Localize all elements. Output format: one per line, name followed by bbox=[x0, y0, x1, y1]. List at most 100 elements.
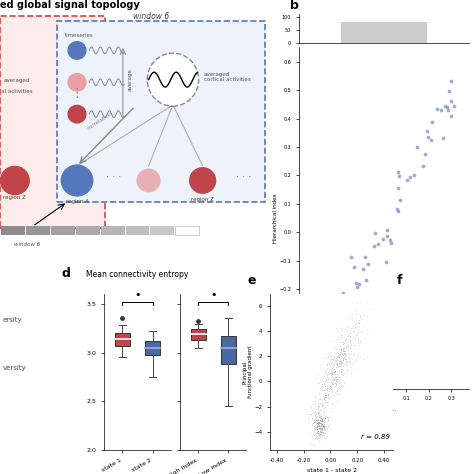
Point bbox=[320, 372, 328, 380]
Point bbox=[337, 347, 344, 355]
Point bbox=[316, 432, 324, 440]
Point bbox=[337, 332, 345, 339]
Point bbox=[333, 371, 340, 378]
Point bbox=[305, 410, 312, 418]
Point bbox=[317, 419, 324, 427]
Point bbox=[336, 338, 344, 346]
Point bbox=[310, 431, 318, 438]
Point bbox=[352, 319, 359, 327]
Point bbox=[317, 399, 324, 407]
Point bbox=[314, 419, 322, 427]
Point bbox=[331, 356, 338, 364]
Point bbox=[361, 254, 368, 261]
Point bbox=[323, 413, 330, 421]
Point bbox=[339, 339, 347, 346]
Point bbox=[314, 409, 322, 416]
Point bbox=[318, 427, 326, 434]
Point bbox=[314, 415, 321, 422]
Point bbox=[312, 429, 319, 437]
Point bbox=[331, 402, 338, 410]
Point bbox=[320, 416, 328, 424]
Point bbox=[323, 371, 330, 379]
Text: · · ·: · · · bbox=[236, 173, 251, 182]
Point bbox=[347, 340, 355, 347]
Point bbox=[317, 430, 325, 438]
Point bbox=[308, 406, 315, 413]
Point bbox=[325, 374, 332, 382]
Point bbox=[329, 337, 337, 345]
Point bbox=[364, 326, 371, 333]
Point bbox=[346, 343, 354, 351]
Point bbox=[318, 394, 326, 402]
Point bbox=[424, 128, 431, 135]
Point bbox=[326, 350, 333, 358]
Point bbox=[328, 382, 336, 390]
Point bbox=[331, 374, 338, 382]
Point bbox=[352, 310, 360, 318]
Point bbox=[343, 342, 350, 350]
Point bbox=[339, 356, 347, 364]
Point bbox=[352, 323, 359, 330]
Point bbox=[328, 371, 336, 379]
Point bbox=[313, 408, 320, 416]
Point bbox=[315, 413, 323, 421]
Point bbox=[341, 378, 348, 386]
Point bbox=[318, 428, 325, 436]
Point bbox=[336, 379, 343, 387]
Point bbox=[322, 420, 329, 428]
Point bbox=[320, 430, 328, 438]
Point bbox=[339, 383, 347, 390]
Point bbox=[439, 134, 447, 142]
Point bbox=[330, 356, 337, 363]
Point bbox=[323, 386, 331, 394]
Point bbox=[319, 415, 326, 422]
Point bbox=[316, 430, 324, 438]
Point bbox=[319, 428, 326, 436]
Point bbox=[314, 418, 321, 426]
Point bbox=[343, 366, 351, 374]
Point bbox=[315, 401, 322, 409]
Point bbox=[334, 352, 341, 360]
Point bbox=[337, 346, 345, 353]
Point bbox=[323, 364, 330, 372]
Point bbox=[318, 423, 326, 431]
Point bbox=[315, 434, 323, 442]
Point bbox=[328, 365, 336, 372]
Point bbox=[314, 423, 321, 430]
Point bbox=[342, 337, 350, 345]
Point bbox=[350, 339, 357, 346]
Point bbox=[318, 438, 325, 446]
Point bbox=[314, 419, 321, 427]
Point bbox=[394, 184, 402, 191]
Point bbox=[321, 393, 328, 401]
Point bbox=[313, 433, 320, 440]
Point bbox=[319, 400, 326, 408]
Point bbox=[313, 419, 321, 427]
Point bbox=[329, 356, 337, 364]
Point bbox=[347, 324, 355, 331]
Point bbox=[313, 371, 321, 378]
Point bbox=[342, 381, 349, 388]
Point bbox=[332, 381, 340, 388]
Point bbox=[318, 376, 325, 383]
Point bbox=[352, 279, 360, 287]
Point bbox=[337, 346, 345, 353]
Point bbox=[320, 395, 328, 402]
Point bbox=[339, 360, 346, 368]
Point bbox=[331, 379, 339, 387]
Point bbox=[310, 424, 318, 432]
Point bbox=[315, 409, 322, 416]
Point bbox=[315, 410, 322, 417]
Point bbox=[319, 420, 327, 428]
Point bbox=[354, 333, 361, 341]
Point bbox=[336, 359, 344, 366]
Point bbox=[324, 393, 331, 401]
Point bbox=[313, 422, 320, 430]
Circle shape bbox=[61, 165, 93, 196]
Point bbox=[328, 369, 335, 377]
Point bbox=[328, 354, 336, 361]
Point bbox=[304, 416, 312, 423]
Point bbox=[315, 355, 323, 362]
Point bbox=[324, 353, 332, 361]
Bar bbox=[51, 227, 75, 235]
